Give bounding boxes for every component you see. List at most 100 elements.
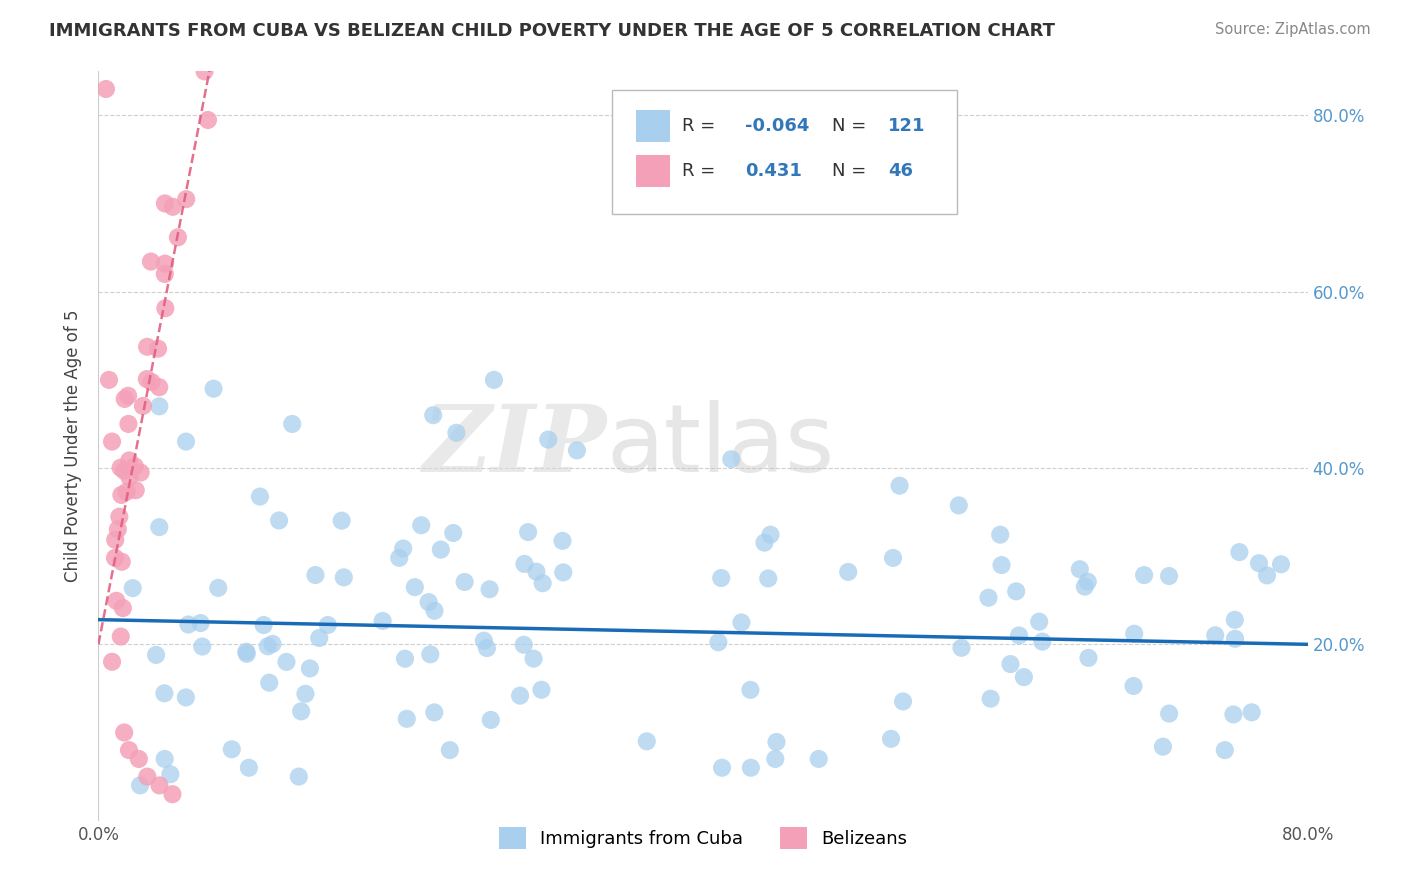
Point: [537, 433, 560, 447]
Point: [110, 460, 132, 475]
Point: [392, 541, 415, 556]
Point: [110, 630, 132, 644]
Point: [513, 557, 536, 571]
Text: R =: R =: [682, 117, 721, 135]
Point: [371, 614, 394, 628]
Point: [193, 64, 215, 78]
Point: [522, 651, 544, 665]
Text: IMMIGRANTS FROM CUBA VS BELIZEAN CHILD POVERTY UNDER THE AGE OF 5 CORRELATION CH: IMMIGRANTS FROM CUBA VS BELIZEAN CHILD P…: [49, 22, 1056, 40]
Point: [148, 380, 170, 394]
Point: [423, 604, 446, 618]
Point: [117, 389, 139, 403]
Point: [191, 640, 214, 654]
Point: [1133, 568, 1156, 582]
Point: [104, 550, 127, 565]
Point: [252, 618, 274, 632]
Point: [135, 372, 157, 386]
Point: [236, 647, 259, 661]
Point: [1069, 562, 1091, 576]
Point: [153, 686, 176, 700]
Point: [950, 640, 973, 655]
Point: [1077, 650, 1099, 665]
Point: [977, 591, 1000, 605]
Point: [256, 639, 278, 653]
Point: [141, 375, 163, 389]
Point: [105, 594, 128, 608]
Point: [153, 257, 176, 271]
Point: [294, 687, 316, 701]
Point: [517, 524, 540, 539]
Text: -0.064: -0.064: [745, 117, 810, 135]
Point: [107, 522, 129, 536]
Point: [276, 655, 298, 669]
Point: [756, 571, 779, 585]
Point: [207, 581, 229, 595]
Point: [730, 615, 752, 630]
Point: [174, 192, 197, 206]
Point: [153, 752, 176, 766]
Point: [479, 713, 502, 727]
Point: [316, 618, 339, 632]
Point: [404, 580, 426, 594]
Point: [136, 340, 159, 354]
Point: [418, 595, 440, 609]
Point: [1256, 568, 1278, 582]
Point: [1000, 657, 1022, 671]
Point: [139, 254, 162, 268]
Text: Source: ZipAtlas.com: Source: ZipAtlas.com: [1215, 22, 1371, 37]
Point: [472, 633, 495, 648]
Point: [530, 682, 553, 697]
Point: [115, 484, 138, 499]
Point: [395, 712, 418, 726]
Text: 46: 46: [889, 162, 912, 180]
Point: [162, 787, 184, 801]
Point: [249, 490, 271, 504]
Point: [1247, 556, 1270, 570]
Point: [740, 761, 762, 775]
Point: [1270, 558, 1292, 572]
Point: [446, 425, 468, 440]
Point: [177, 617, 200, 632]
Point: [257, 675, 280, 690]
Point: [132, 399, 155, 413]
Point: [290, 704, 312, 718]
Point: [145, 648, 167, 662]
Point: [1123, 626, 1146, 640]
Point: [330, 514, 353, 528]
Point: [394, 651, 416, 665]
Point: [1122, 679, 1144, 693]
Point: [882, 550, 904, 565]
Point: [988, 527, 1011, 541]
Point: [1229, 545, 1251, 559]
Point: [262, 637, 284, 651]
Legend: Immigrants from Cuba, Belizeans: Immigrants from Cuba, Belizeans: [492, 820, 914, 856]
Point: [482, 373, 505, 387]
Point: [124, 459, 146, 474]
Point: [1204, 628, 1226, 642]
Point: [174, 434, 197, 449]
Point: [636, 734, 658, 748]
Point: [112, 725, 135, 739]
Point: [553, 566, 575, 580]
Point: [238, 761, 260, 775]
Point: [117, 417, 139, 431]
Point: [475, 641, 498, 656]
Point: [110, 488, 132, 502]
Point: [948, 499, 970, 513]
Point: [478, 582, 501, 597]
FancyBboxPatch shape: [613, 90, 957, 214]
Point: [333, 570, 356, 584]
Text: N =: N =: [832, 117, 872, 135]
Point: [740, 682, 762, 697]
Point: [288, 770, 311, 784]
Point: [439, 743, 461, 757]
Point: [101, 655, 124, 669]
Point: [308, 631, 330, 645]
Point: [267, 513, 290, 527]
Point: [304, 568, 326, 582]
Point: [880, 731, 903, 746]
FancyBboxPatch shape: [637, 111, 671, 142]
Point: [891, 694, 914, 708]
Point: [388, 550, 411, 565]
Point: [423, 706, 446, 720]
